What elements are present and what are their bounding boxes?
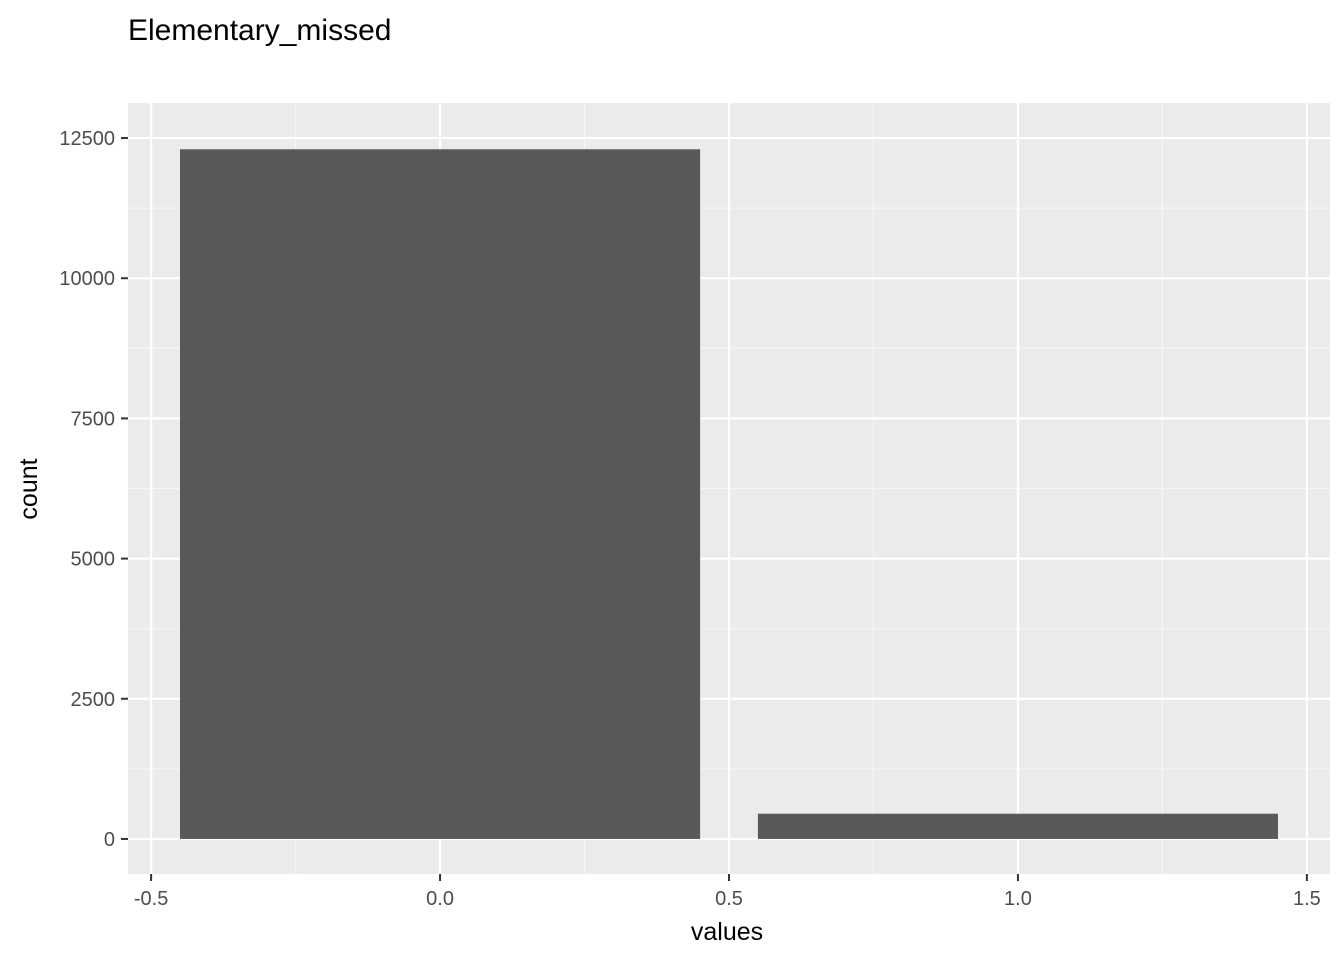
- x-tick-label: 1.5: [1293, 888, 1321, 910]
- y-tick-label: 0: [104, 829, 115, 851]
- y-axis-ticks: 0 2500 5000 7500 10000 12500: [59, 128, 128, 851]
- y-axis-title: count: [15, 458, 43, 519]
- x-axis-title: values: [691, 918, 763, 946]
- y-tick-label: 5000: [71, 549, 116, 571]
- x-tick-label: -0.5: [134, 888, 168, 910]
- x-tick-label: 1.0: [1004, 888, 1032, 910]
- y-tick-label: 12500: [59, 128, 115, 150]
- y-tick-label: 10000: [59, 268, 115, 290]
- chart-title: Elementary_missed: [128, 14, 391, 47]
- x-tick-label: 0.0: [426, 888, 454, 910]
- y-tick-label: 7500: [71, 408, 116, 430]
- x-tick-label: 0.5: [715, 888, 743, 910]
- bar: [180, 149, 701, 839]
- bars: [180, 149, 1278, 839]
- y-tick-label: 2500: [71, 689, 116, 711]
- bar: [757, 813, 1278, 839]
- x-axis-ticks: -0.5 0.0 0.5 1.0 1.5: [134, 874, 1321, 910]
